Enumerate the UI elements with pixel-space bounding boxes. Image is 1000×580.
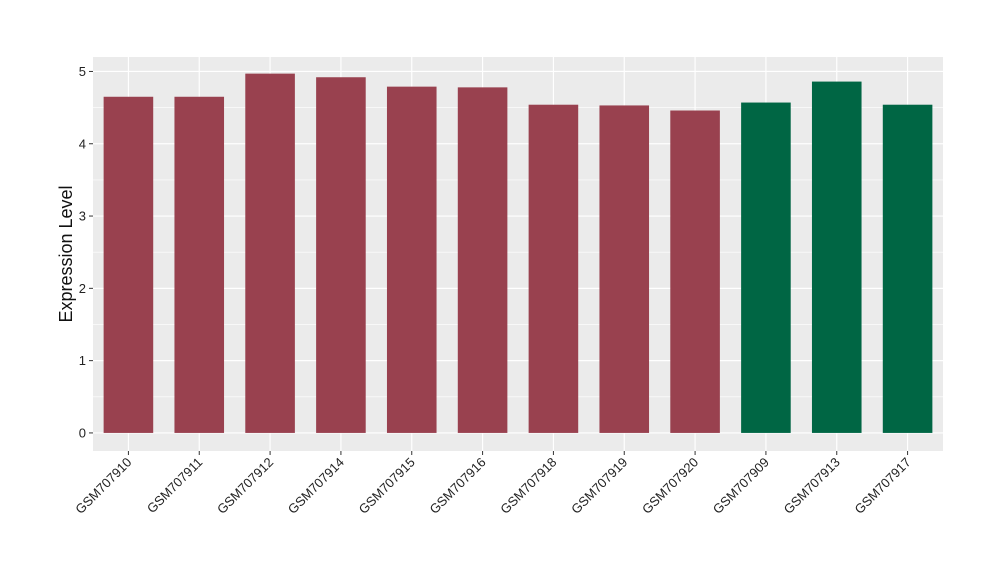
bar xyxy=(103,96,154,433)
bar xyxy=(245,73,295,433)
x-tick-label: GSM707911 xyxy=(144,455,206,517)
y-tick-label: 0 xyxy=(79,425,86,440)
x-tick-label: GSM707916 xyxy=(426,455,488,517)
bar xyxy=(670,110,720,433)
x-tick-label: GSM707915 xyxy=(356,455,418,517)
bar xyxy=(599,105,650,433)
x-tick-label: GSM707917 xyxy=(851,455,913,517)
y-tick-label: 5 xyxy=(79,64,86,79)
x-tick-label: GSM707920 xyxy=(639,455,701,517)
x-tick-label: GSM707914 xyxy=(285,455,347,517)
y-tick-label: 2 xyxy=(79,281,86,296)
y-tick-label: 1 xyxy=(79,353,86,368)
bar xyxy=(741,102,791,433)
bar xyxy=(174,96,225,433)
x-tick-label: GSM707919 xyxy=(568,455,630,517)
bars xyxy=(103,73,933,433)
x-tick-label: GSM707912 xyxy=(214,455,276,517)
bar xyxy=(457,87,508,433)
bar xyxy=(386,86,437,433)
x-tick-label: GSM707909 xyxy=(710,455,772,517)
x-tick-label: GSM707918 xyxy=(497,455,559,517)
y-tick-label: 4 xyxy=(79,136,86,151)
plot-panel xyxy=(93,57,943,451)
y-axis: 0 1 2 3 4 5 xyxy=(79,64,93,440)
y-axis-title: Expression Level xyxy=(56,185,76,322)
bar xyxy=(882,104,933,433)
x-tick-label: GSM707910 xyxy=(72,455,134,517)
x-tick-label: GSM707913 xyxy=(781,455,843,517)
x-axis: GSM707910 GSM707911 GSM707912 GSM707914 GSM7… xyxy=(72,451,914,517)
bar xyxy=(316,77,366,433)
bar xyxy=(811,81,862,433)
bar xyxy=(528,104,579,433)
y-tick-label: 3 xyxy=(79,209,86,224)
